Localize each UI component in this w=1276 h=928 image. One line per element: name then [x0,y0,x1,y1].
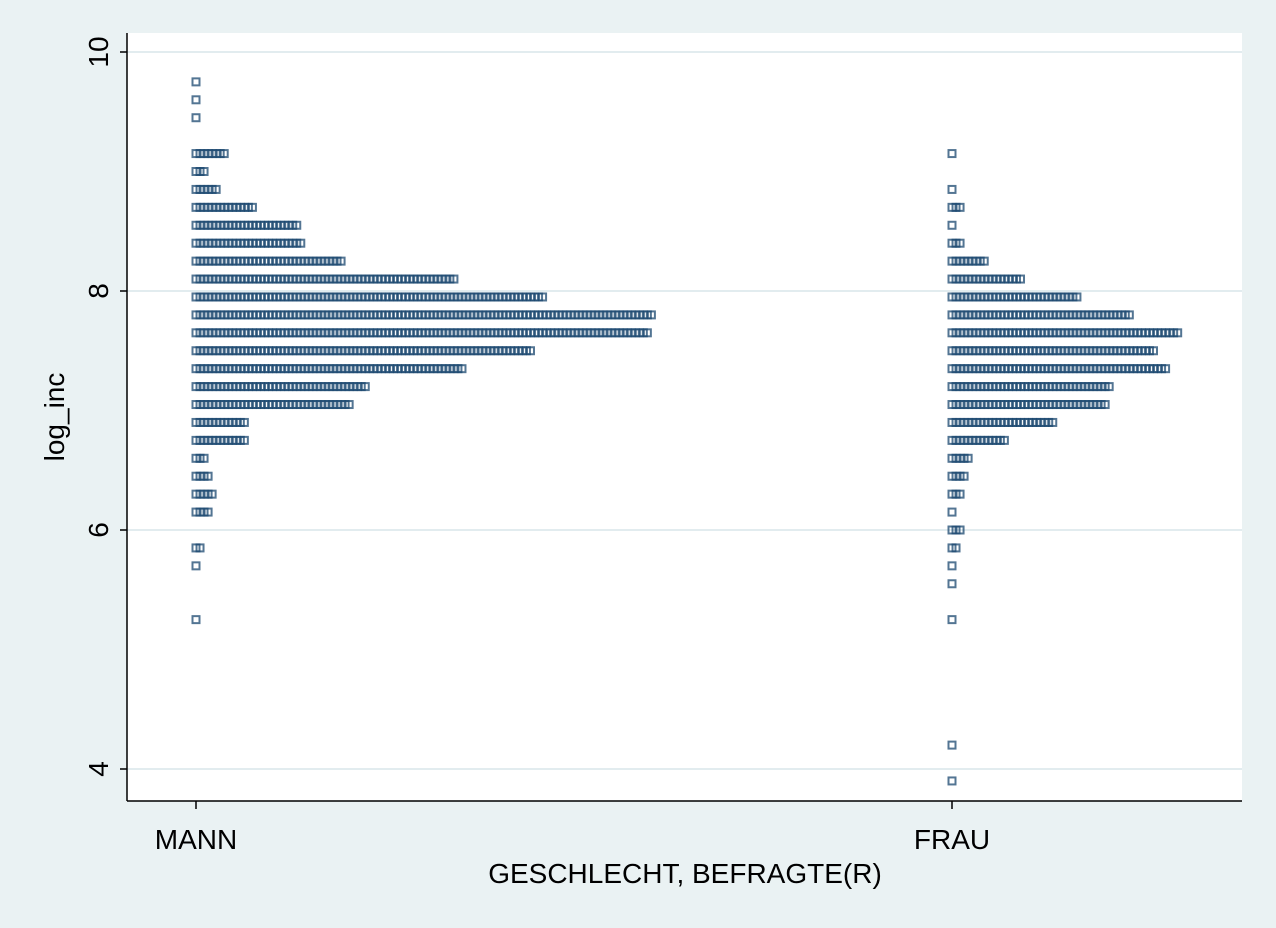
x-tick-label: FRAU [914,824,990,855]
x-axis-ticks: MANN FRAU [155,801,990,855]
data-point [344,400,354,410]
data-point [1124,310,1134,320]
data-point [646,310,656,320]
data-point [199,453,209,463]
data-point [1161,364,1171,374]
data-point [959,471,969,481]
data-point [525,346,535,356]
series-mann [191,77,656,625]
data-point [979,256,989,266]
data-point [947,561,957,571]
plot-area [127,33,1242,801]
data-point [1048,417,1058,427]
data-point [955,525,965,535]
data-point [1104,382,1114,392]
data-point [239,417,249,427]
series-frau [947,149,1183,786]
data-point [191,77,201,87]
gridlines [127,51,1242,770]
data-point [1072,292,1082,302]
data-point [191,113,201,123]
data-point [219,149,229,159]
data-point [947,615,957,625]
data-point [207,489,217,499]
data-point [203,471,213,481]
data-point [947,220,957,230]
data-point [947,149,957,159]
data-point [642,328,652,338]
data-point [211,184,221,194]
data-point [1149,346,1158,356]
x-tick-label: MANN [155,824,237,855]
data-point [203,507,213,517]
data-point [191,615,201,625]
y-axis-title: log_inc [39,373,70,462]
data-point [239,435,249,445]
data-point [199,167,209,176]
data-point [955,202,965,212]
data-point [955,238,965,248]
y-axis-ticks: 4 6 8 10 [83,36,127,777]
data-point [191,95,201,105]
x-axis-title: GESCHLECHT, BEFRAGTE(R) [488,858,882,889]
y-tick-label: 6 [83,522,114,538]
data-point [1100,400,1110,410]
data-point [955,489,965,499]
data-point [947,740,957,750]
data-point [963,453,973,463]
data-point [1173,328,1183,338]
y-tick-label: 8 [83,283,114,299]
data-point [247,202,257,212]
data-point [947,184,957,194]
data-marks [191,77,1183,786]
data-point [195,543,205,553]
data-point [538,292,548,302]
y-tick-label: 10 [83,36,114,67]
data-point [292,220,302,230]
data-point [947,776,957,786]
data-point [336,256,346,266]
data-point [951,543,961,553]
data-point [1016,274,1026,284]
data-point [360,382,370,392]
data-point [457,364,467,374]
y-tick-label: 4 [83,761,114,777]
data-point [191,561,201,571]
data-point [947,507,957,517]
data-point [947,579,957,589]
data-point [999,435,1009,445]
data-point [449,274,459,284]
data-point [296,238,306,248]
